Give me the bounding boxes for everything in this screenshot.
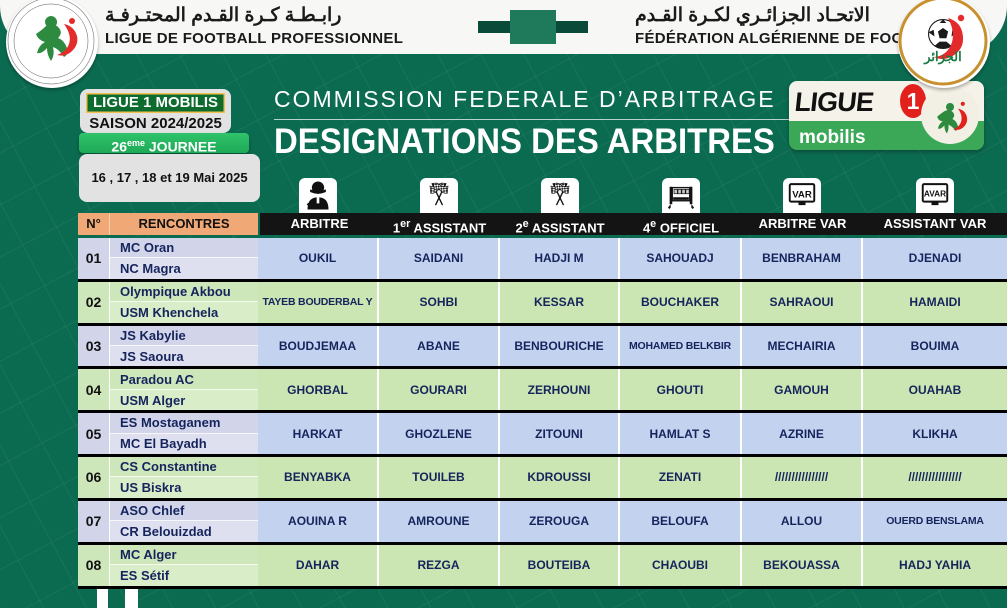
- svg-text:mobilis: mobilis: [799, 127, 866, 148]
- svg-text:VAR: VAR: [792, 189, 812, 200]
- svg-text:الجزائر: الجزائر: [923, 49, 962, 65]
- svg-text:LIGUE: LIGUE: [793, 86, 875, 117]
- svg-text:AVAR: AVAR: [924, 188, 946, 198]
- svg-text:1: 1: [907, 88, 920, 114]
